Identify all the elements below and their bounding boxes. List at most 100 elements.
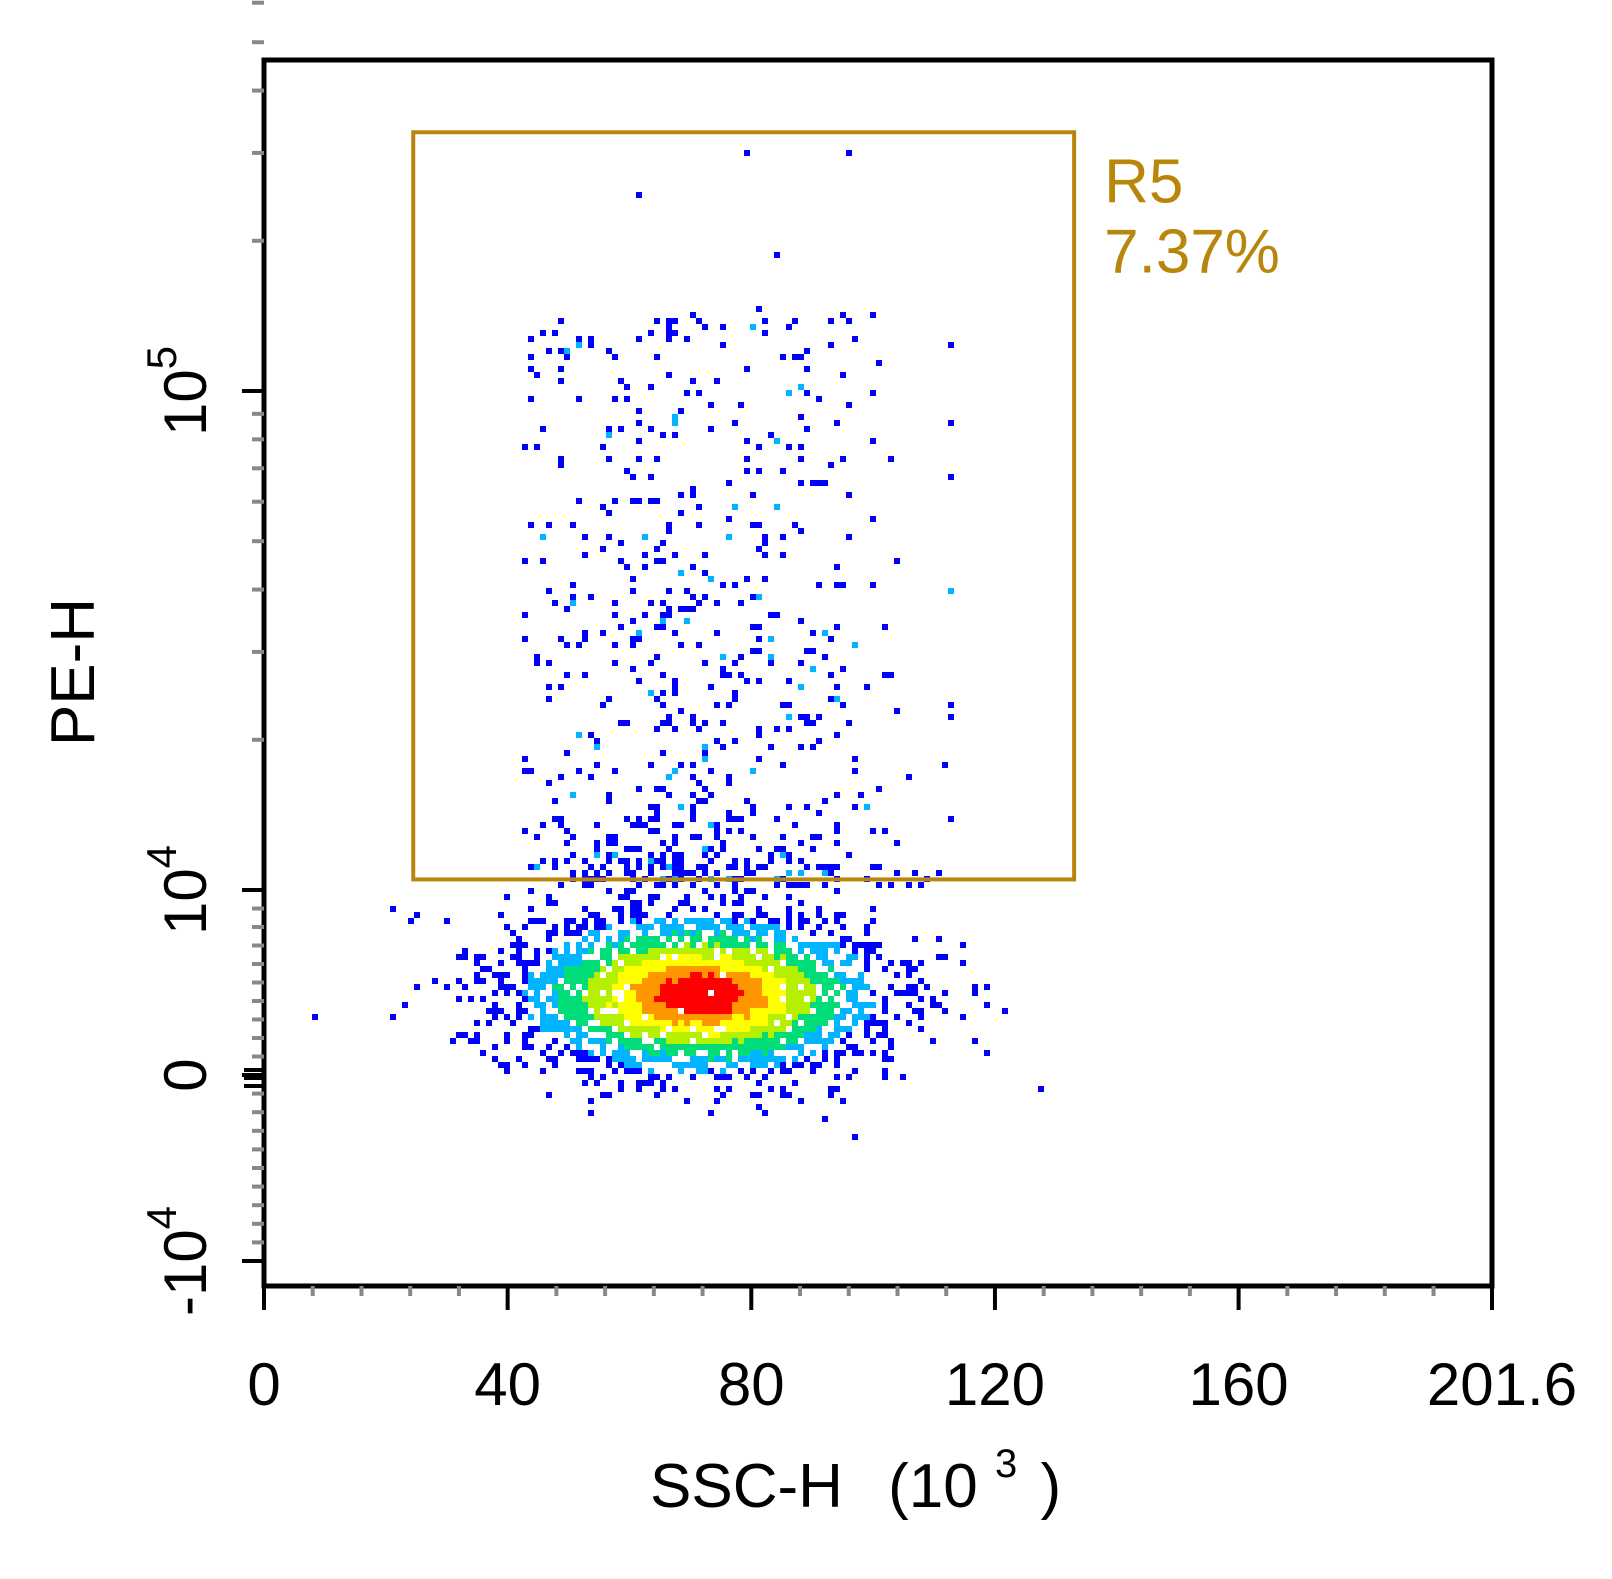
- event-point: [390, 906, 396, 912]
- event-point: [744, 1044, 750, 1050]
- event-point: [618, 1026, 624, 1032]
- event-point: [564, 348, 570, 354]
- event-point: [648, 498, 654, 504]
- event-point: [720, 666, 726, 672]
- event-point: [690, 948, 696, 954]
- event-point: [780, 534, 786, 540]
- event-point: [612, 972, 618, 978]
- event-point: [756, 948, 762, 954]
- event-point: [732, 1020, 738, 1026]
- event-point: [564, 642, 570, 648]
- event-point: [792, 972, 798, 978]
- event-point: [570, 978, 576, 984]
- event-point: [756, 978, 762, 984]
- event-point: [720, 984, 726, 990]
- event-point: [666, 864, 672, 870]
- event-point: [768, 660, 774, 666]
- event-point: [636, 438, 642, 444]
- event-point: [708, 924, 714, 930]
- event-point: [774, 948, 780, 954]
- event-point: [534, 960, 540, 966]
- event-point: [912, 936, 918, 942]
- event-point: [690, 810, 696, 816]
- event-point: [846, 996, 852, 1002]
- event-point: [768, 1002, 774, 1008]
- event-point: [936, 936, 942, 942]
- event-point: [864, 1032, 870, 1038]
- event-point: [582, 672, 588, 678]
- event-point: [690, 930, 696, 936]
- event-point: [744, 942, 750, 948]
- event-point: [654, 1092, 660, 1098]
- event-point: [522, 978, 528, 984]
- event-point: [726, 996, 732, 1002]
- event-point: [618, 984, 624, 990]
- event-point: [588, 774, 594, 780]
- event-point: [660, 1080, 666, 1086]
- event-point: [834, 1002, 840, 1008]
- event-point: [750, 1056, 756, 1062]
- event-point: [678, 606, 684, 612]
- event-point: [900, 1074, 906, 1080]
- event-point: [834, 1026, 840, 1032]
- event-point: [804, 978, 810, 984]
- event-point: [906, 972, 912, 978]
- event-point: [732, 924, 738, 930]
- event-point: [684, 1062, 690, 1068]
- event-point: [810, 1032, 816, 1038]
- event-point: [534, 834, 540, 840]
- event-point: [810, 984, 816, 990]
- event-point: [462, 1032, 468, 1038]
- event-point: [630, 996, 636, 1002]
- event-point: [756, 912, 762, 918]
- event-point: [912, 990, 918, 996]
- event-point: [708, 1032, 714, 1038]
- event-point: [636, 1032, 642, 1038]
- event-point: [618, 540, 624, 546]
- event-point: [552, 990, 558, 996]
- event-point: [720, 918, 726, 924]
- gate-r5-rectangle[interactable]: [411, 130, 1077, 882]
- event-point: [594, 978, 600, 984]
- event-point: [900, 960, 906, 966]
- event-point: [798, 948, 804, 954]
- event-point: [810, 720, 816, 726]
- event-point: [690, 906, 696, 912]
- event-point: [762, 966, 768, 972]
- event-point: [492, 1044, 498, 1050]
- event-point: [498, 960, 504, 966]
- event-point: [846, 990, 852, 996]
- event-point: [624, 870, 630, 876]
- event-point: [516, 948, 522, 954]
- event-point: [720, 1038, 726, 1044]
- event-point: [762, 990, 768, 996]
- event-point: [744, 1032, 750, 1038]
- event-point: [948, 588, 954, 594]
- event-point: [816, 1062, 822, 1068]
- event-point: [906, 984, 912, 990]
- event-point: [552, 930, 558, 936]
- event-point: [768, 1014, 774, 1020]
- event-point: [612, 1068, 618, 1074]
- event-point: [822, 1020, 828, 1026]
- event-point: [558, 966, 564, 972]
- event-point: [474, 1020, 480, 1026]
- event-point: [960, 1014, 966, 1020]
- event-point: [660, 612, 666, 618]
- event-point: [462, 954, 468, 960]
- event-point: [840, 924, 846, 930]
- event-point: [702, 846, 708, 852]
- event-point: [624, 960, 630, 966]
- event-point: [768, 954, 774, 960]
- event-point: [672, 420, 678, 426]
- event-point: [726, 864, 732, 870]
- event-point: [756, 984, 762, 990]
- event-point: [636, 972, 642, 978]
- event-point: [816, 582, 822, 588]
- event-point: [840, 1098, 846, 1104]
- event-point: [768, 996, 774, 1002]
- event-point: [660, 978, 666, 984]
- event-point: [582, 1002, 588, 1008]
- event-point: [792, 1044, 798, 1050]
- event-point: [516, 960, 522, 966]
